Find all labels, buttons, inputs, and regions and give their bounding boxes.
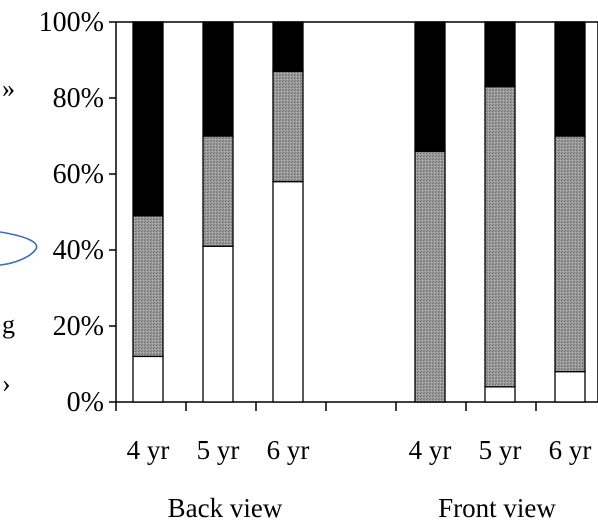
group-label: Front view <box>438 493 556 523</box>
bar-segment <box>272 21 304 73</box>
category-label: 6 yr <box>267 435 310 465</box>
category-label: 6 yr <box>549 435 592 465</box>
bar-segment <box>554 135 586 373</box>
bar-segment <box>202 21 234 137</box>
bar-segment <box>484 21 516 88</box>
bar-segment <box>484 386 516 403</box>
bar-segment <box>554 21 586 137</box>
y-axis-labels: 0% 20% 40% 60% 80% 100% <box>39 7 104 418</box>
bar-segment <box>554 370 586 403</box>
bar-segment <box>272 70 304 183</box>
category-label: 5 yr <box>479 435 522 465</box>
y-tick-label: 100% <box>39 7 104 38</box>
y-tick-label: 60% <box>53 159 104 190</box>
bar-segment <box>414 21 446 152</box>
plot-area <box>109 21 598 411</box>
bar-segment <box>132 215 164 358</box>
category-labels: 4 yr 5 yr 6 yr 4 yr 5 yr 6 yr <box>127 435 592 465</box>
category-label: 4 yr <box>127 435 170 465</box>
category-label: 4 yr <box>409 435 452 465</box>
y-tick-label: 40% <box>53 235 104 266</box>
y-tick-label: 80% <box>53 83 104 114</box>
bar-segment <box>484 85 516 388</box>
edge-glyph-middle: g <box>2 310 15 339</box>
callout-ellipse-fragment <box>0 231 38 266</box>
bar-segment <box>202 135 234 247</box>
bar-segment <box>202 245 234 403</box>
y-tick-label: 0% <box>67 387 104 418</box>
y-axis-ticks <box>109 21 116 403</box>
x-axis-ticks <box>115 402 537 411</box>
y-tick-label: 20% <box>53 311 104 342</box>
bar-segment <box>132 355 164 403</box>
bars <box>132 21 586 403</box>
bar-segment <box>272 180 304 403</box>
bar-segment <box>414 150 446 403</box>
plot-frame <box>115 21 598 403</box>
category-label: 5 yr <box>197 435 240 465</box>
bar-segment <box>132 21 164 217</box>
edge-glyph-bottom: › <box>2 369 11 398</box>
group-labels: Back view Front view <box>168 493 557 523</box>
edge-glyph-top: » <box>2 74 15 103</box>
group-label: Back view <box>168 493 283 523</box>
